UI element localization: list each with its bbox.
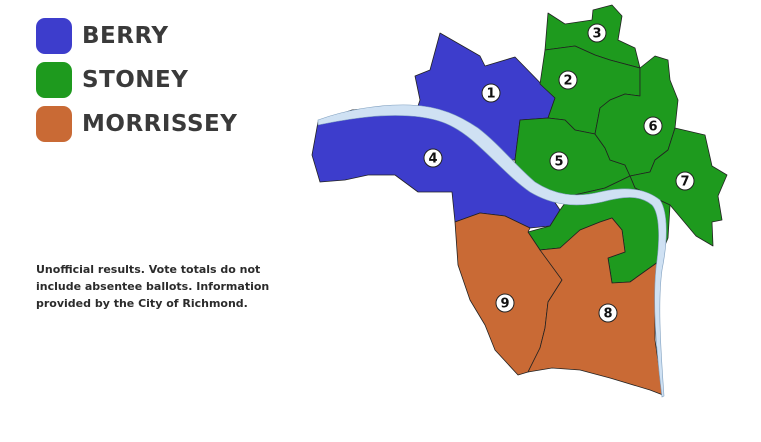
district-label-6: 6 bbox=[643, 116, 663, 136]
district-number: 7 bbox=[680, 175, 689, 190]
district-number: 9 bbox=[500, 297, 509, 312]
district-marker-circle bbox=[549, 151, 569, 171]
district-label-8: 8 bbox=[598, 303, 618, 323]
district-number: 2 bbox=[563, 74, 572, 89]
district-marker-circle bbox=[558, 70, 578, 90]
district-marker-circle bbox=[675, 171, 695, 191]
district-label-7: 7 bbox=[675, 171, 695, 191]
legend-swatch-morrissey bbox=[36, 106, 72, 142]
james-river bbox=[317, 104, 667, 398]
legend-swatch-berry bbox=[36, 18, 72, 54]
legend-swatch-stoney bbox=[36, 62, 72, 98]
legend-item-stoney: STONEY bbox=[36, 58, 237, 102]
district-number: 1 bbox=[486, 87, 495, 102]
district-label-5: 5 bbox=[549, 151, 569, 171]
district-label-3: 3 bbox=[587, 23, 607, 43]
district-number: 4 bbox=[428, 152, 437, 167]
district-marker-circle bbox=[495, 293, 515, 313]
district-label-2: 2 bbox=[558, 70, 578, 90]
district-label-1: 1 bbox=[481, 83, 501, 103]
district-label-9: 9 bbox=[495, 293, 515, 313]
results-note: Unofficial results. Vote totals do not i… bbox=[36, 263, 270, 310]
legend-label-stoney: STONEY bbox=[82, 67, 189, 93]
district-number: 8 bbox=[603, 307, 612, 322]
district-label-4: 4 bbox=[423, 148, 443, 168]
district-marker-circle bbox=[598, 303, 618, 323]
district-marker-circle bbox=[587, 23, 607, 43]
district-marker-circle bbox=[481, 83, 501, 103]
legend-label-berry: BERRY bbox=[82, 23, 169, 49]
district-marker-circle bbox=[423, 148, 443, 168]
legend: BERRY STONEY MORRISSEY bbox=[36, 14, 237, 146]
legend-item-berry: BERRY bbox=[36, 14, 237, 58]
district-number: 5 bbox=[554, 155, 563, 170]
legend-label-morrissey: MORRISSEY bbox=[82, 111, 238, 137]
district-number: 3 bbox=[592, 27, 601, 42]
legend-item-morrissey: MORRISSEY bbox=[36, 102, 237, 146]
district-number: 6 bbox=[648, 120, 657, 135]
district-marker-circle bbox=[643, 116, 663, 136]
